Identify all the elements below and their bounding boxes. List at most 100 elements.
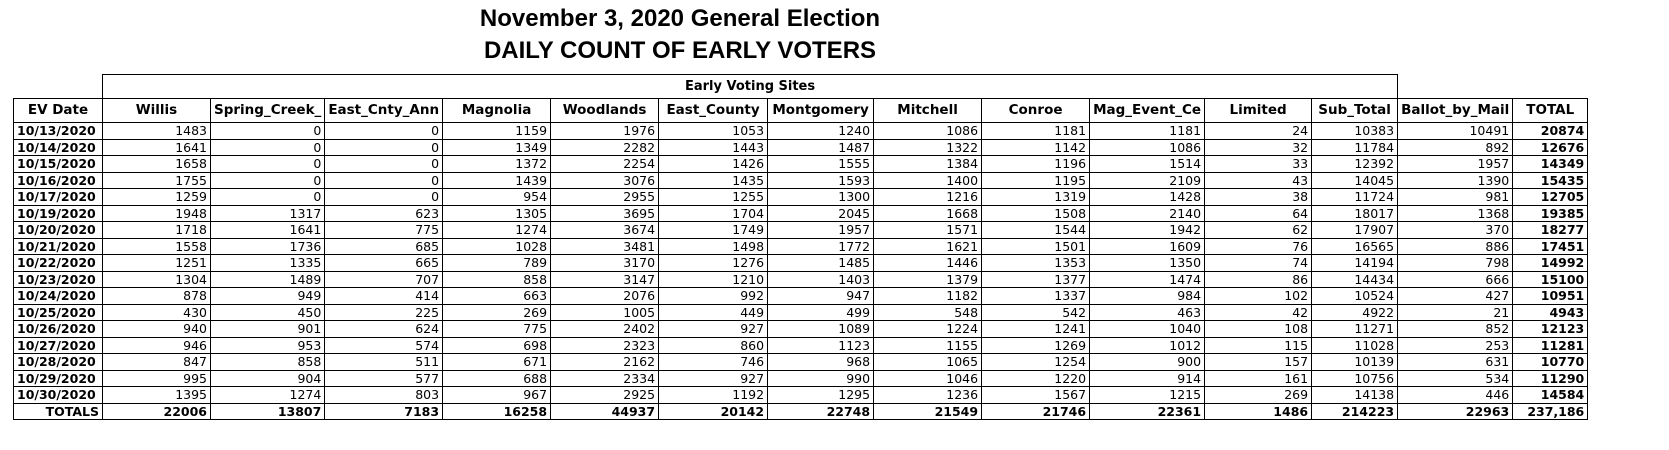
table-row: 10/22/2020 1251 1335 665 789 3170 1276 1485 1446… <box>13 254 1589 272</box>
date-cell: 10/20/2020 <box>13 221 103 239</box>
count-cell: 2925 <box>550 386 660 404</box>
count-cell: 499 <box>767 303 875 321</box>
count-cell: 1485 <box>767 254 875 272</box>
count-cell: 2076 <box>550 287 660 305</box>
blank-cell <box>1398 75 1588 99</box>
count-cell: 542 <box>981 303 1091 321</box>
count-cell: 76 <box>1204 237 1313 255</box>
count-cell: 370 <box>1397 221 1514 239</box>
count-cell: 1749 <box>658 221 769 239</box>
total-cell: 10770 <box>1512 353 1589 371</box>
column-header: Montgomery <box>767 98 875 123</box>
totals-cell: 1486 <box>1204 402 1313 420</box>
total-cell: 10951 <box>1512 287 1589 305</box>
count-cell: 1395 <box>102 386 211 404</box>
count-cell: 0 <box>209 155 326 173</box>
count-cell: 1224 <box>873 320 983 338</box>
table-row: 10/27/2020 946 953 574 698 2323 860 1123 1155 126… <box>13 336 1589 354</box>
count-cell: 1319 <box>981 188 1091 206</box>
count-cell: 1065 <box>873 353 983 371</box>
count-cell: 995 <box>102 369 211 387</box>
count-cell: 1489 <box>209 270 326 288</box>
count-cell: 927 <box>658 320 769 338</box>
count-cell: 32 <box>1204 138 1313 156</box>
title-line-2: DAILY COUNT OF EARLY VOTERS <box>483 37 877 64</box>
count-cell: 847 <box>102 353 211 371</box>
count-cell: 1142 <box>981 138 1091 156</box>
group-header-early-voting-sites: Early Voting Sites <box>101 74 1399 99</box>
totals-cell: 22748 <box>767 402 875 420</box>
count-cell: 1337 <box>981 287 1091 305</box>
date-cell: 10/21/2020 <box>13 237 103 255</box>
total-cell: 12676 <box>1512 138 1589 156</box>
count-cell: 2162 <box>550 353 660 371</box>
count-cell: 11724 <box>1311 188 1399 206</box>
count-cell: 954 <box>442 188 552 206</box>
count-cell: 0 <box>209 122 326 140</box>
totals-cell: 13807 <box>209 402 326 420</box>
count-cell: 1295 <box>767 386 875 404</box>
total-cell: 14992 <box>1512 254 1589 272</box>
count-cell: 11271 <box>1311 320 1399 338</box>
count-cell: 1192 <box>658 386 769 404</box>
count-cell: 803 <box>324 386 444 404</box>
column-header: Mag_Event_Ce <box>1089 98 1206 123</box>
count-cell: 1251 <box>102 254 211 272</box>
count-cell: 1305 <box>442 204 552 222</box>
total-cell: 14349 <box>1512 155 1589 173</box>
count-cell: 0 <box>209 188 326 206</box>
count-cell: 14194 <box>1311 254 1399 272</box>
count-cell: 12392 <box>1311 155 1399 173</box>
date-cell: 10/27/2020 <box>13 336 103 354</box>
total-cell: 15100 <box>1512 270 1589 288</box>
table-row: 10/28/2020 847 858 511 671 2162 746 968 1065 1254… <box>13 353 1589 371</box>
count-cell: 1210 <box>658 270 769 288</box>
totals-row: TOTALS 22006 13807 7183 16258 44937 20142 22748… <box>13 402 1589 420</box>
count-cell: 2254 <box>550 155 660 173</box>
count-cell: 62 <box>1204 221 1313 239</box>
count-cell: 2045 <box>767 204 875 222</box>
column-header: Limited <box>1204 98 1313 123</box>
count-cell: 2140 <box>1089 204 1206 222</box>
count-cell: 1254 <box>981 353 1091 371</box>
count-cell: 1255 <box>658 188 769 206</box>
count-cell: 1335 <box>209 254 326 272</box>
date-cell: 10/14/2020 <box>13 138 103 156</box>
count-cell: 990 <box>767 369 875 387</box>
count-cell: 1474 <box>1089 270 1206 288</box>
count-cell: 74 <box>1204 254 1313 272</box>
count-cell: 11784 <box>1311 138 1399 156</box>
count-cell: 858 <box>209 353 326 371</box>
early-voters-table: Early Voting Sites EV Date Willis Spring_C… <box>13 74 1589 420</box>
totals-cell: 16258 <box>442 402 552 420</box>
count-cell: 663 <box>442 287 552 305</box>
count-cell: 1259 <box>102 188 211 206</box>
count-cell: 269 <box>442 303 552 321</box>
total-cell: 18277 <box>1512 221 1589 239</box>
count-cell: 3695 <box>550 204 660 222</box>
count-cell: 1439 <box>442 171 552 189</box>
count-cell: 665 <box>324 254 444 272</box>
count-cell: 463 <box>1089 303 1206 321</box>
count-cell: 2323 <box>550 336 660 354</box>
count-cell: 18017 <box>1311 204 1399 222</box>
total-cell: 19385 <box>1512 204 1589 222</box>
count-cell: 1377 <box>981 270 1091 288</box>
count-cell: 968 <box>767 353 875 371</box>
count-cell: 1005 <box>550 303 660 321</box>
count-cell: 225 <box>324 303 444 321</box>
column-header: TOTAL <box>1512 98 1589 123</box>
table-row: 10/16/2020 1755 0 0 1439 3076 1435 1593 1400 1195… <box>13 171 1589 189</box>
total-cell: 4943 <box>1512 303 1589 321</box>
totals-cell: 237,186 <box>1512 402 1589 420</box>
totals-label: TOTALS <box>13 402 103 420</box>
count-cell: 852 <box>1397 320 1514 338</box>
count-cell: 1736 <box>209 237 326 255</box>
total-cell: 12705 <box>1512 188 1589 206</box>
count-cell: 1276 <box>658 254 769 272</box>
date-cell: 10/13/2020 <box>13 122 103 140</box>
count-cell: 157 <box>1204 353 1313 371</box>
count-cell: 1028 <box>442 237 552 255</box>
count-cell: 901 <box>209 320 326 338</box>
count-cell: 24 <box>1204 122 1313 140</box>
